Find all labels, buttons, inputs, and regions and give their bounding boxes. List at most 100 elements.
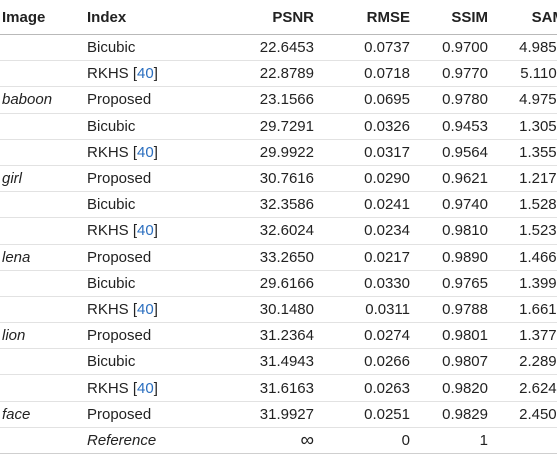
cell-index: RKHS [40] [87, 374, 217, 402]
cell-psnr: 31.4943 [217, 348, 316, 376]
cell-psnr: 31.2364 [217, 322, 316, 350]
cell-ssim: 0.9788 [412, 296, 490, 324]
cell-image [0, 139, 87, 166]
cell-index: Proposed [87, 244, 217, 271]
cell-index: RKHS [40] [87, 60, 217, 88]
cell-ssim: 0.9740 [412, 191, 490, 219]
cell-sam: 1.5280 [490, 191, 557, 219]
cell-rmse: 0.0266 [316, 348, 412, 376]
cell-rmse: 0.0317 [316, 139, 412, 166]
method-label: Proposed [87, 405, 152, 423]
cell-image [0, 217, 87, 245]
citation-link[interactable]: 40 [137, 222, 154, 240]
cell-rmse: 0.0311 [316, 296, 412, 324]
cell-psnr: 30.7616 [217, 165, 316, 193]
cell-ssim: 0.9621 [412, 165, 490, 193]
cell-image: baboon [0, 86, 87, 114]
citation-link[interactable]: 40 [137, 143, 154, 161]
cell-rmse: 0.0737 [316, 34, 412, 62]
cell-ssim: 0.9890 [412, 244, 490, 271]
cell-index: Proposed [87, 322, 217, 350]
cell-sam: 2.2896 [490, 348, 557, 376]
header-ssim: SSIM [412, 0, 490, 35]
cell-image [0, 348, 87, 376]
cell-rmse: 0.0234 [316, 217, 412, 245]
method-label: Bicubic [87, 196, 136, 214]
cell-ssim: 0.9801 [412, 322, 490, 350]
cell-psnr: 32.3586 [217, 191, 316, 219]
cell-sam: 1.5230 [490, 217, 557, 245]
method-label: RKHS [87, 222, 129, 240]
cell-rmse: 0.0274 [316, 322, 412, 350]
header-psnr: PSNR [217, 0, 316, 35]
cell-index: Bicubic [87, 348, 217, 376]
cell-index: RKHS [40] [87, 296, 217, 324]
cell-image [0, 113, 87, 140]
cell-index: Bicubic [87, 191, 217, 219]
cell-sam: 1.3056 [490, 113, 557, 140]
cell-image [0, 296, 87, 324]
cell-index: Proposed [87, 401, 217, 428]
cell-index: RKHS [40] [87, 139, 217, 166]
header-sam: SAM [490, 0, 557, 35]
header-index: Index [87, 0, 217, 35]
cell-sam: 5.1105 [490, 60, 557, 88]
cell-index: Bicubic [87, 34, 217, 62]
method-label: Bicubic [87, 274, 136, 292]
cell-image: lion [0, 322, 87, 350]
method-label: RKHS [87, 143, 129, 161]
cell-index: Bicubic [87, 113, 217, 140]
cell-psnr: 23.1566 [217, 86, 316, 114]
results-table: Image Index PSNR RMSE SSIM SAM Bicubic 22… [0, 0, 557, 455]
method-label: Bicubic [87, 353, 136, 371]
cell-image [0, 34, 87, 62]
citation-link[interactable]: 40 [137, 65, 154, 83]
method-label: RKHS [87, 65, 129, 83]
cell-image: lena [0, 244, 87, 271]
cell-sam: 1.3770 [490, 322, 557, 350]
method-label: Proposed [87, 91, 152, 109]
cell-sam: 1.2173 [490, 165, 557, 193]
reference-cell-sam: 0 [490, 427, 557, 455]
cell-psnr: 29.7291 [217, 113, 316, 140]
header-rmse: RMSE [316, 0, 412, 35]
cell-psnr: 30.1480 [217, 296, 316, 324]
cell-ssim: 0.9820 [412, 374, 490, 402]
cell-sam: 4.9757 [490, 86, 557, 114]
citation-link[interactable]: 40 [137, 379, 154, 397]
reference-cell-psnr: ∞ [217, 427, 316, 455]
reference-cell-image [0, 427, 87, 455]
cell-psnr: 22.6453 [217, 34, 316, 62]
reference-cell-ssim: 1 [412, 427, 490, 455]
cell-ssim: 0.9564 [412, 139, 490, 166]
method-label: RKHS [87, 300, 129, 318]
method-label: Proposed [87, 327, 152, 345]
cell-ssim: 0.9810 [412, 217, 490, 245]
cell-rmse: 0.0241 [316, 191, 412, 219]
cell-psnr: 31.6163 [217, 374, 316, 402]
cell-sam: 2.4506 [490, 401, 557, 428]
cell-rmse: 0.0251 [316, 401, 412, 428]
cell-psnr: 29.6166 [217, 270, 316, 297]
method-label: Bicubic [87, 117, 136, 135]
cell-index: Bicubic [87, 270, 217, 297]
method-label: Bicubic [87, 39, 136, 57]
cell-sam: 1.4663 [490, 244, 557, 271]
cell-image: face [0, 401, 87, 428]
cell-image: girl [0, 165, 87, 193]
citation-link[interactable]: 40 [137, 300, 154, 318]
cell-image [0, 60, 87, 88]
cell-rmse: 0.0326 [316, 113, 412, 140]
cell-index: Proposed [87, 86, 217, 114]
